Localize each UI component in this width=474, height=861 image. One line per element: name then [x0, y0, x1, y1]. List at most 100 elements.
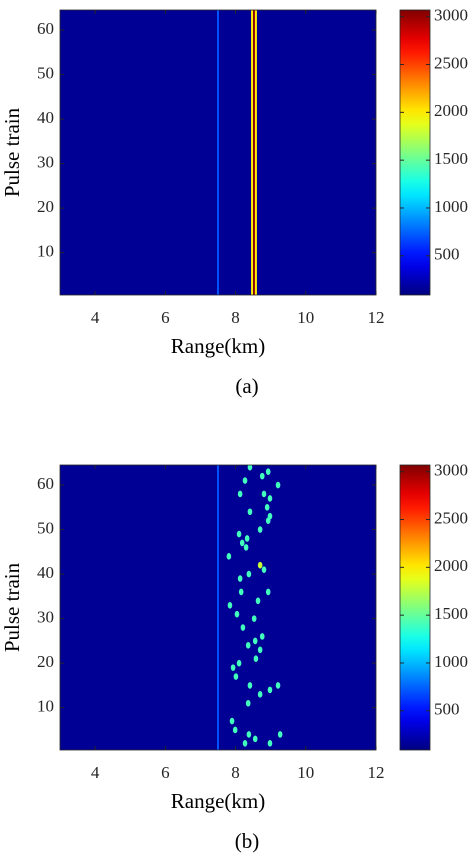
point: [243, 544, 249, 551]
x-tick-label: 10: [297, 763, 314, 782]
point: [237, 490, 243, 498]
colorbar-tick-label: 3000: [434, 461, 468, 480]
colorbar-tick-label: 2000: [434, 101, 468, 120]
point: [232, 726, 238, 734]
point: [257, 646, 263, 654]
y-axis-label: Pulse train: [0, 562, 24, 652]
point: [252, 637, 258, 645]
point: [230, 664, 236, 671]
point: [275, 481, 281, 489]
point: [236, 530, 242, 538]
point: [247, 508, 253, 516]
x-tick-label: 8: [231, 763, 240, 782]
point: [257, 561, 263, 569]
caption: (b): [235, 829, 260, 853]
point: [277, 731, 283, 738]
point: [236, 659, 242, 667]
point: [255, 597, 261, 605]
point: [240, 624, 246, 631]
y-tick-label: 10: [37, 242, 54, 261]
x-tick-label: 12: [368, 763, 385, 782]
y-tick-label: 10: [37, 697, 54, 716]
point: [261, 566, 267, 573]
y-tick-label: 60: [37, 474, 54, 493]
plot-area: [60, 10, 376, 295]
point: [229, 717, 235, 725]
x-tick-label: 12: [368, 308, 385, 327]
point: [245, 642, 251, 649]
point: [265, 588, 271, 596]
x-axis-label: Range(km): [171, 334, 265, 358]
point: [253, 655, 259, 663]
colorbar-tick-label: 1500: [434, 149, 468, 168]
x-tick-label: 4: [91, 308, 100, 327]
point: [242, 740, 248, 747]
point: [257, 526, 263, 533]
colorbar-tick-label: 1000: [434, 197, 468, 216]
y-tick-label: 50: [37, 518, 54, 537]
point: [259, 472, 265, 480]
y-axis-label: Pulse train: [0, 107, 24, 197]
x-tick-label: 4: [91, 763, 100, 782]
y-tick-label: 60: [37, 19, 54, 38]
colorbar-tick-label: 2500: [434, 53, 468, 72]
point: [226, 552, 232, 560]
y-tick-label: 20: [37, 197, 54, 216]
point: [261, 490, 267, 498]
x-tick-label: 8: [231, 308, 240, 327]
x-axis-label: Range(km): [171, 789, 265, 813]
point: [238, 588, 244, 596]
point: [227, 601, 233, 609]
y-tick-label: 20: [37, 652, 54, 671]
point: [247, 682, 253, 689]
colorbar-tick-label: 1000: [434, 652, 468, 671]
point: [234, 610, 240, 618]
colorbar-tick-label: 1500: [434, 604, 468, 623]
point: [233, 673, 239, 680]
point: [267, 495, 273, 502]
point: [237, 575, 243, 582]
colorbar-tick-label: 2500: [434, 508, 468, 527]
y-tick-label: 30: [37, 608, 54, 627]
x-tick-label: 10: [297, 308, 314, 327]
point: [242, 477, 248, 484]
point: [275, 682, 281, 689]
stripe: [251, 10, 254, 295]
plot-frame: [59, 464, 377, 751]
colorbar-tick-label: 3000: [434, 6, 468, 25]
point: [251, 615, 257, 622]
stripe: [217, 10, 219, 295]
colorbar-tick-label: 500: [434, 245, 460, 264]
colorbar-tick-label: 2000: [434, 556, 468, 575]
x-tick-label: 6: [161, 763, 170, 782]
point: [259, 633, 265, 640]
point: [267, 740, 273, 747]
colorbar: [399, 464, 431, 751]
caption: (a): [235, 374, 258, 398]
colorbar: [399, 9, 431, 296]
plot-area: [60, 465, 376, 750]
point: [247, 465, 253, 471]
y-tick-label: 50: [37, 63, 54, 82]
point: [265, 468, 271, 475]
point: [257, 691, 263, 698]
point: [264, 504, 270, 511]
plot-frame: [59, 9, 377, 296]
y-tick-label: 40: [37, 563, 54, 582]
stripe: [217, 465, 219, 750]
y-tick-label: 40: [37, 108, 54, 127]
point: [239, 539, 245, 547]
point: [252, 735, 258, 743]
point: [267, 686, 273, 694]
stripe: [253, 10, 256, 295]
y-tick-label: 30: [37, 153, 54, 172]
point: [246, 731, 252, 738]
x-tick-label: 6: [161, 308, 170, 327]
point: [245, 699, 251, 707]
colorbar-tick-label: 500: [434, 700, 460, 719]
stripe: [254, 10, 257, 295]
point: [246, 570, 252, 578]
point: [244, 535, 250, 542]
point: [265, 517, 271, 524]
